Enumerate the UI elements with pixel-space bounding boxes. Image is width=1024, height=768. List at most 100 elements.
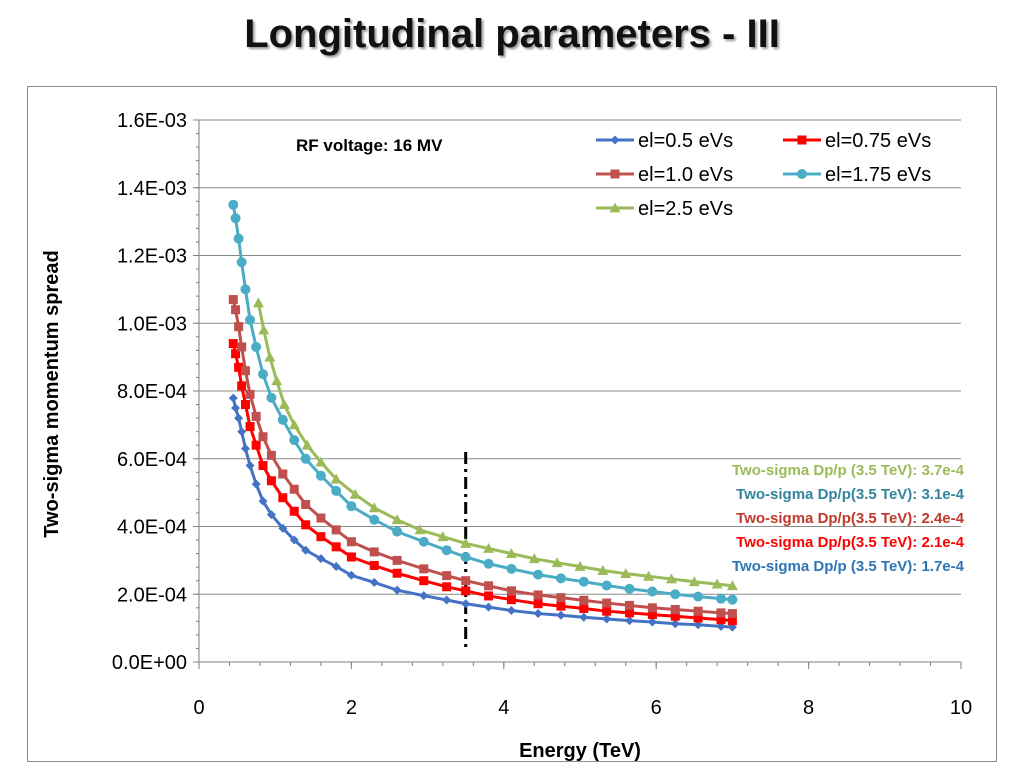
data-point [266,510,276,520]
data-point [316,532,326,542]
series-1 [228,339,737,626]
data-point [693,606,703,616]
data-point [300,453,311,464]
data-point [419,591,429,601]
data-point [251,479,261,489]
legend-label: el=2.5 eVs [638,198,733,220]
series-0 [228,393,737,632]
x-tick-label: 0 [193,697,204,719]
data-point [670,611,680,621]
data-point [264,351,276,362]
x-tick-label: 2 [346,697,357,719]
data-point [602,606,612,616]
data-point [715,593,726,604]
data-point [483,543,495,553]
legend-swatch-marker [610,169,620,179]
data-point [693,613,703,623]
annotations: Two-sigma Dp/p (3.5 TeV): 3.7e-4 Two-sigm… [732,462,965,575]
data-point [716,615,726,625]
data-point [301,439,313,450]
data-point [461,576,471,586]
data-point [647,610,657,620]
data-point [579,595,589,605]
data-point [506,595,516,605]
data-point [442,595,452,605]
data-point [316,513,326,523]
data-point [289,535,299,545]
data-point [271,375,283,386]
data-point [670,604,680,614]
data-point [240,444,250,454]
data-point [234,322,244,332]
data-point [392,526,403,537]
data-point [442,582,452,592]
data-point [231,403,241,413]
data-point [647,617,657,627]
y-tick-label: 1.6E-03 [117,110,187,132]
data-point [484,581,494,591]
data-point [716,621,726,631]
data-point [230,213,241,224]
data-point [369,577,379,587]
x-tick-label: 4 [498,697,509,719]
data-point [665,573,677,584]
data-point [602,598,612,608]
data-point [349,488,361,499]
data-point [727,609,737,619]
data-point [301,520,311,530]
data-point [419,576,429,586]
data-point [231,349,241,359]
legend-item: el=1.75 eVs [783,164,931,186]
legend-label: el=0.75 eVs [825,130,931,152]
data-point [533,569,544,580]
data-point [693,620,703,630]
data-point [228,295,238,305]
data-point [620,568,632,578]
data-point [727,594,738,605]
data-point [228,339,238,349]
data-point [624,583,635,594]
data-point [727,616,737,626]
data-point [252,297,264,308]
legend-swatch-marker [609,202,621,213]
legend-item: el=2.5 eVs [596,198,733,220]
data-point [346,537,356,547]
data-point [533,609,543,619]
data-point [505,548,517,558]
data-point [331,542,341,552]
y-tick-label: 6.0E-04 [117,449,187,471]
legend-item: el=1.0 eVs [596,164,733,186]
y-tick-label: 8.0E-04 [117,381,187,403]
data-point [266,476,276,486]
legend-item: el=0.75 eVs [783,130,931,152]
data-point [484,591,494,601]
data-point [711,578,723,589]
data-point [346,552,356,562]
data-point [278,523,288,533]
data-point [460,551,471,562]
data-point [316,554,326,564]
series-line [231,343,733,623]
data-point [331,561,341,571]
x-tick-label: 10 [950,697,972,719]
data-point [245,389,255,399]
data-point [602,614,612,624]
data-point [289,484,299,494]
data-point [533,590,543,600]
data-point [578,576,589,587]
data-point [368,502,380,513]
data-point [574,560,586,571]
data-point [240,366,250,376]
data-point [693,591,704,602]
data-point [331,485,342,496]
data-point [240,400,250,410]
gridlines [199,119,961,595]
data-point [625,616,635,626]
data-point [369,560,379,570]
data-point [579,603,589,613]
data-point [301,499,311,509]
data-point [228,393,238,403]
data-point [670,589,681,600]
data-point [237,427,247,437]
legend-label: el=1.75 eVs [825,164,931,186]
